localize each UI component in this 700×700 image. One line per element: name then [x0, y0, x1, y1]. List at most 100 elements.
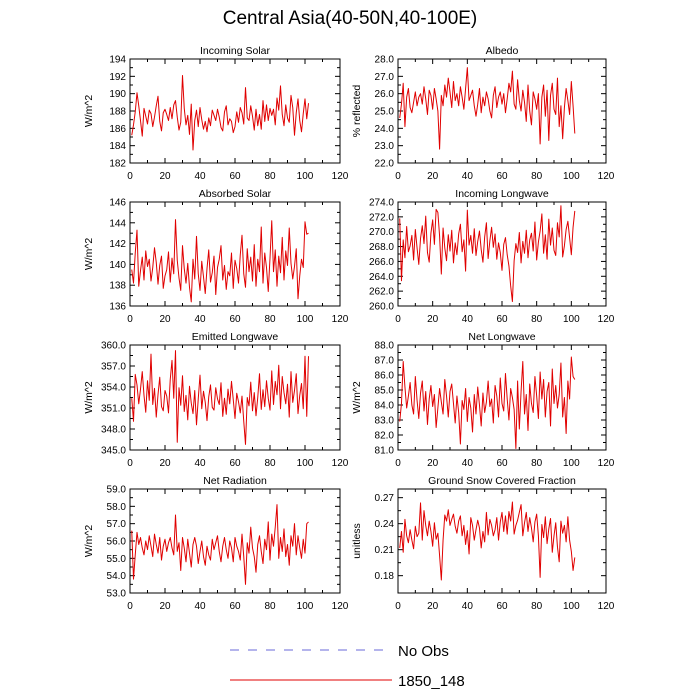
panel-2-title: Albedo — [486, 45, 519, 57]
panel-6-xtick-label: 100 — [563, 458, 580, 469]
panel-2-xtick-label: 0 — [395, 171, 401, 182]
panel-8-ytick-label: 0.24 — [375, 519, 395, 530]
panel-5-ytick-label: 345.0 — [101, 446, 126, 457]
panel-6-xtick-label: 80 — [531, 458, 543, 469]
panel-3-xtick-label: 120 — [332, 314, 349, 325]
panel-4-xtick-label: 40 — [462, 314, 474, 325]
figure-title: Central Asia(40-50N,40-100E) — [222, 8, 478, 29]
panel-3-ytick-label: 144 — [109, 218, 126, 229]
panel-7-ytick-label: 53.0 — [107, 589, 127, 600]
panel-4-xtick-label: 20 — [427, 314, 439, 325]
panel-3-ytick-label: 138 — [109, 281, 126, 292]
panel-8-xtick-label: 20 — [427, 601, 439, 612]
panel-2-ytick-label: 22.0 — [375, 159, 395, 170]
panel-2-ytick-label: 28.0 — [375, 55, 395, 66]
panel-6-xtick-label: 40 — [462, 458, 474, 469]
panel-7-xtick-label: 0 — [127, 601, 133, 612]
panel-2-ytick-label: 23.0 — [375, 141, 395, 152]
panel-7-ytick-label: 55.0 — [107, 554, 127, 565]
panel-1-xtick-label: 20 — [159, 171, 171, 182]
panel-5-ytick-label: 354.0 — [101, 383, 126, 394]
panel-8-xtick-label: 120 — [598, 601, 615, 612]
panel-8-ytick-label: 0.21 — [375, 545, 395, 556]
panel-3-xtick-label: 0 — [127, 314, 133, 325]
panel-6-title: Net Longwave — [468, 331, 535, 343]
panel-3-ytick-label: 140 — [109, 260, 126, 271]
panel-6-ytick-label: 86.0 — [375, 371, 395, 382]
panel-4-xtick-label: 60 — [496, 314, 508, 325]
panel-1-series-line — [131, 74, 309, 151]
panel-4-ytick-label: 262.0 — [369, 287, 394, 298]
panel-7-xtick-label: 20 — [159, 601, 171, 612]
panel-4-ytick-label: 270.0 — [369, 227, 394, 238]
panel-8-xtick-label: 60 — [496, 601, 508, 612]
panel-1-ytick-label: 194 — [109, 55, 126, 66]
panel-4-title: Incoming Longwave — [455, 188, 549, 200]
panel-7-ytick-label: 57.0 — [107, 519, 127, 530]
legend-label-2: 1850_148 — [398, 673, 465, 690]
panel-3-xtick-label: 80 — [264, 314, 276, 325]
panel-5-ytick-label: 357.0 — [101, 362, 126, 373]
panel-2-ytick-label: 25.0 — [375, 107, 395, 118]
panel-4-ytick-label: 272.0 — [369, 212, 394, 223]
panel-6-xtick-label: 60 — [496, 458, 508, 469]
panel-1-ytick-label: 190 — [109, 89, 126, 100]
panel-6-ytick-label: 85.0 — [375, 386, 395, 397]
panel-8-ytick-label: 0.18 — [375, 571, 395, 582]
panel-8-frame — [397, 488, 607, 594]
panel-1-ytick-label: 182 — [109, 159, 126, 170]
panel-5-ytick-label: 351.0 — [101, 404, 126, 415]
panel-6-ytick-label: 82.0 — [375, 431, 395, 442]
panel-3-ylabel: W/m^2 — [83, 238, 95, 271]
panel-3-series-line — [131, 219, 309, 303]
panel-4-xtick-label: 0 — [395, 314, 401, 325]
panel-7-xtick-label: 60 — [229, 601, 241, 612]
panel-4-ytick-label: 260.0 — [369, 302, 394, 313]
legend-label-1: No Obs — [398, 643, 449, 660]
panel-5-xtick-label: 100 — [297, 458, 314, 469]
panel-8-xtick-label: 0 — [395, 601, 401, 612]
panel-5-xtick-label: 20 — [159, 458, 171, 469]
panel-5-xtick-label: 60 — [229, 458, 241, 469]
panel-5-title: Emitted Longwave — [192, 331, 279, 343]
panel-1-xtick-label: 40 — [194, 171, 206, 182]
panel-2-series-line — [399, 67, 576, 150]
panel-5-ylabel: W/m^2 — [83, 381, 95, 414]
panel-5-xtick-label: 80 — [264, 458, 276, 469]
panel-8-ytick-label: 0.27 — [375, 493, 395, 504]
panel-8-xtick-label: 100 — [563, 601, 580, 612]
panel-4-ytick-label: 268.0 — [369, 242, 394, 253]
panel-1-xtick-label: 100 — [297, 171, 314, 182]
panel-1-ytick-label: 192 — [109, 72, 126, 83]
panel-6-series-line — [399, 356, 576, 449]
panel-6-ytick-label: 84.0 — [375, 401, 395, 412]
panel-6-ytick-label: 81.0 — [375, 446, 395, 457]
panel-4-ytick-label: 264.0 — [369, 272, 394, 283]
panel-7-ylabel: W/m^2 — [83, 525, 95, 558]
panel-5-xtick-label: 40 — [194, 458, 206, 469]
panel-4-series-line — [399, 205, 576, 303]
panel-6-xtick-label: 20 — [427, 458, 439, 469]
panel-2-xtick-label: 20 — [427, 171, 439, 182]
panel-5-series-line — [131, 350, 309, 445]
panel-6-ylabel: W/m^2 — [351, 381, 363, 414]
panel-1-xtick-label: 80 — [264, 171, 276, 182]
panel-5-ytick-label: 348.0 — [101, 425, 126, 436]
panel-6-xtick-label: 0 — [395, 458, 401, 469]
panel-2-ytick-label: 24.0 — [375, 124, 395, 135]
panel-1-ytick-label: 186 — [109, 124, 126, 135]
panel-1-xtick-label: 60 — [229, 171, 241, 182]
panel-7-ytick-label: 59.0 — [107, 485, 127, 496]
panel-6-xtick-label: 120 — [598, 458, 615, 469]
panel-1-ylabel: W/m^2 — [83, 95, 95, 128]
panel-2-ytick-label: 27.0 — [375, 72, 395, 83]
panel-7-xtick-label: 40 — [194, 601, 206, 612]
panel-7-xtick-label: 80 — [264, 601, 276, 612]
panel-8-series-line — [399, 501, 576, 581]
panel-3-xtick-label: 40 — [194, 314, 206, 325]
panel-2-xtick-label: 100 — [563, 171, 580, 182]
panel-8-title: Ground Snow Covered Fraction — [428, 475, 576, 487]
panel-7-series-line — [131, 504, 309, 585]
panel-1-xtick-label: 0 — [127, 171, 133, 182]
panel-6-ytick-label: 87.0 — [375, 356, 395, 367]
